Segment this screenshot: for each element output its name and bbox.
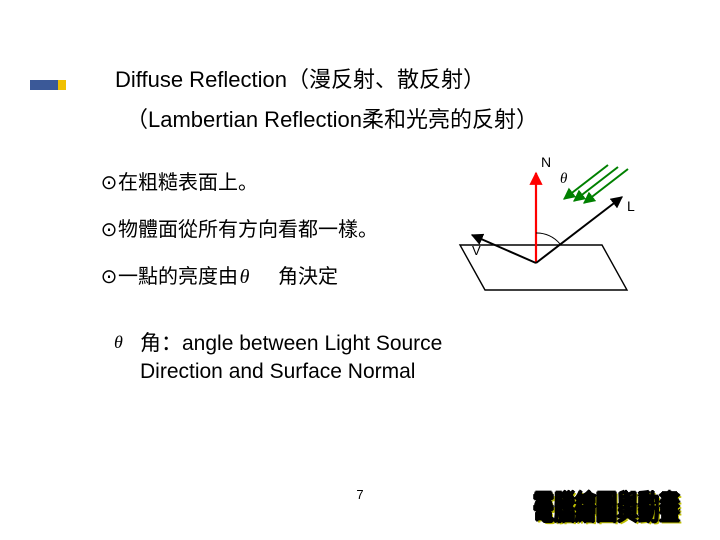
theta-symbol: θ — [240, 266, 250, 288]
bullet-text: 物體面從所有方向看都一樣。 — [118, 219, 378, 241]
list-item: ⊙物體面從所有方向看都一樣。 — [100, 207, 378, 254]
bullet-marker-icon: ⊙ — [100, 207, 118, 254]
list-item: ⊙在粗糙表面上。 — [100, 160, 378, 207]
slide-title: Diffuse Reflection（漫反射、散反射） — [115, 62, 485, 94]
bullet-text: 一點的亮度由 角決定 — [118, 266, 338, 288]
theta-arc — [536, 233, 560, 244]
theta-definition: 角：angle between Light Source Direction a… — [140, 330, 500, 387]
label-n: N — [541, 155, 551, 170]
theta-symbol: θ — [114, 332, 123, 353]
bullet-marker-icon: ⊙ — [100, 254, 118, 301]
label-theta: θ — [560, 171, 568, 187]
label-v: V — [472, 243, 481, 258]
incoming-ray — [564, 165, 608, 199]
footer-logo-text: 電腦繪圖與動畫 電腦繪圖與動畫 — [533, 497, 680, 520]
bullet-list: ⊙在粗糙表面上。 ⊙物體面從所有方向看都一樣。 ⊙一點的亮度由 角決定 θ — [100, 160, 378, 301]
incoming-ray — [574, 167, 618, 201]
surface-plane — [460, 245, 627, 290]
slide-subtitle: （Lambertian Reflection柔和光亮的反射） — [126, 102, 538, 134]
accent-bar — [30, 80, 58, 90]
light-vector — [536, 197, 622, 263]
label-l: L — [627, 198, 635, 214]
reflection-diagram: N θ L V — [432, 155, 642, 300]
list-item: ⊙一點的亮度由 角決定 θ — [100, 254, 378, 301]
footer-line: 電腦繪圖與動畫 — [533, 508, 680, 520]
bullet-marker-icon: ⊙ — [100, 160, 118, 207]
bullet-text: 在粗糙表面上。 — [118, 172, 258, 194]
view-vector — [472, 235, 536, 263]
